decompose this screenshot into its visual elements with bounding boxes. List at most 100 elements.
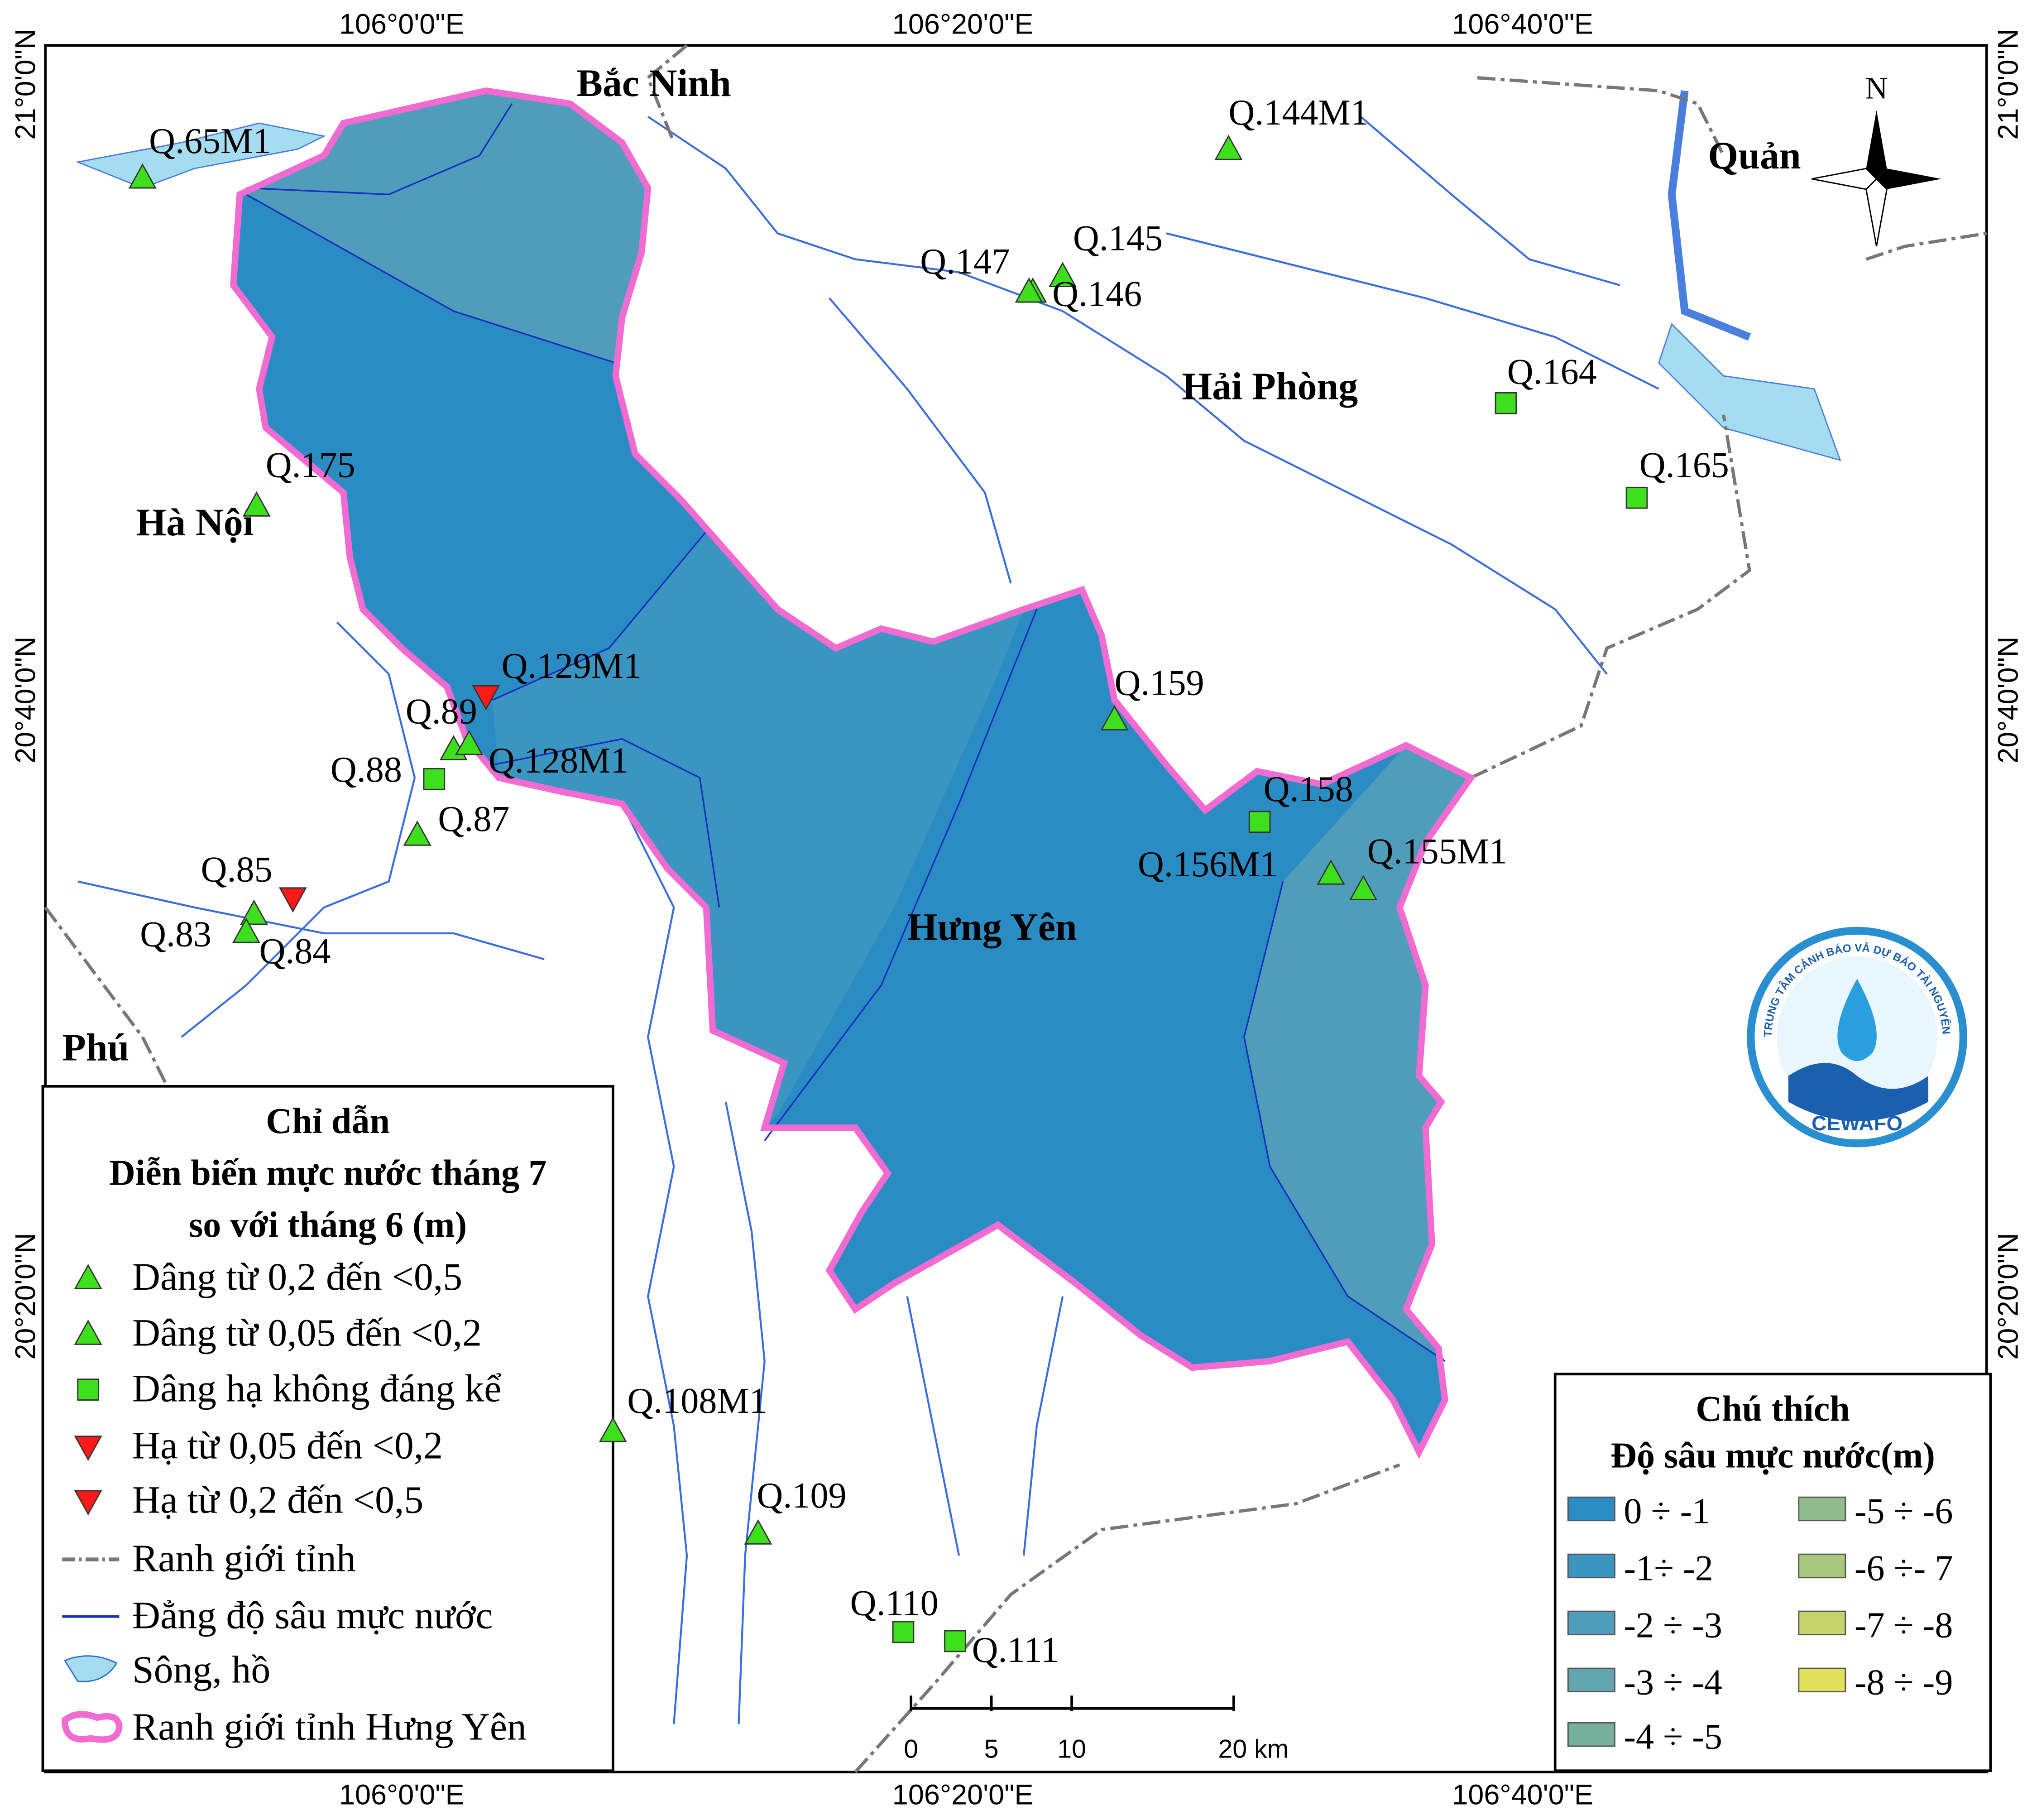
scale-label: 20 km <box>1218 1735 1289 1764</box>
station-symbol <box>1495 392 1517 414</box>
legend-symbol <box>63 1655 118 1682</box>
station-symbol <box>472 685 500 711</box>
legend-title: Chỉ dẫn <box>266 1101 390 1141</box>
station-symbol <box>455 730 484 755</box>
station-label: Q.88 <box>331 750 402 790</box>
legend-item: Đẳng độ sâu mực nước <box>132 1593 493 1637</box>
legend-symbol <box>74 1490 102 1516</box>
station-symbol <box>403 820 431 846</box>
legend-item: Hạ từ 0,05 đến <0,2 <box>132 1423 443 1467</box>
legend-swatch <box>1798 1553 1846 1579</box>
scale-label: 10 <box>1057 1735 1086 1764</box>
station-symbol <box>278 887 307 913</box>
legend-item: -6 ÷- 7 <box>1855 1548 1953 1588</box>
station-symbol <box>1214 134 1243 160</box>
legend-swatch <box>1798 1610 1846 1636</box>
logo <box>1747 927 1967 1148</box>
legend-symbol <box>74 1436 102 1461</box>
province-boundary <box>44 44 1987 1773</box>
graticule-label: 106°0'0"E <box>339 1779 465 1811</box>
map-frame <box>44 44 1988 1773</box>
place-label: Quản <box>1708 134 1801 177</box>
station-symbol <box>1015 277 1043 303</box>
station-symbol <box>128 163 157 189</box>
lake <box>1658 322 1841 461</box>
legend-item: -2 ÷ -3 <box>1624 1605 1722 1645</box>
legend-symbol <box>74 1263 102 1289</box>
station-label: Q.165 <box>1639 445 1729 485</box>
station-label: Q.164 <box>1507 352 1597 392</box>
depth-contours <box>245 103 1446 1362</box>
station-symbol <box>944 1630 966 1652</box>
station-label: Q.156M1 <box>1138 845 1278 884</box>
station-label: Q.109 <box>757 1476 847 1516</box>
station-label: Q.144M1 <box>1228 93 1368 133</box>
graticule-label: 106°20'0"E <box>892 8 1034 40</box>
station-symbol <box>1100 705 1129 731</box>
depth-zone <box>246 91 648 363</box>
legend-item: Sông, hồ <box>132 1648 270 1691</box>
graticule-label: 106°40'0"E <box>1452 1779 1593 1811</box>
scale-bar <box>910 1695 1235 1711</box>
scale-label: 5 <box>984 1735 999 1764</box>
legend-item: -4 ÷ -5 <box>1624 1717 1722 1757</box>
station-symbol <box>423 768 446 790</box>
legend-swatch <box>1567 1496 1615 1522</box>
station-symbol <box>744 1519 772 1545</box>
station-label: Q.87 <box>438 799 509 839</box>
legend-swatch <box>1567 1553 1615 1579</box>
legend-swatch <box>1567 1667 1615 1693</box>
river <box>1668 90 1751 341</box>
legend-symbol <box>74 1319 102 1345</box>
logo-name: CEWAFO <box>1812 1112 1903 1135</box>
graticule-label: 20°20'0"N <box>1993 1233 2024 1359</box>
legend-item: Dâng từ 0,05 đến <0,2 <box>132 1311 482 1354</box>
station-label: Q.111 <box>972 1630 1059 1670</box>
place-label: Hưng Yên <box>907 905 1077 948</box>
north-label: N <box>1865 71 1888 106</box>
station-symbol <box>1317 859 1345 885</box>
station-label: Q.158 <box>1264 769 1353 809</box>
station-symbol <box>892 1621 915 1643</box>
legend-item: -7 ÷ -8 <box>1855 1605 1953 1645</box>
station-label: Q.83 <box>140 915 211 955</box>
station-symbol <box>232 917 260 943</box>
hung-yen-boundary <box>230 87 1476 1460</box>
legend-swatch <box>1798 1496 1846 1522</box>
graticule-label: 20°40'0"N <box>10 637 41 764</box>
place-label: Hà Nội <box>136 500 254 544</box>
station-symbol <box>1048 262 1077 288</box>
graticule-label: 106°0'0"E <box>339 8 465 40</box>
legend-item: Dâng hạ không đáng kể <box>132 1366 501 1410</box>
graticule-label: 21°0'0"N <box>1993 29 2024 139</box>
scale-label: 0 <box>904 1735 918 1764</box>
place-label: Phú <box>62 1026 129 1069</box>
legend-item: Hạ từ 0,2 đến <0,5 <box>132 1478 423 1522</box>
station-label: Q.145 <box>1073 218 1163 258</box>
legend-symbol <box>61 1711 123 1743</box>
place-label: Bắc Ninh <box>577 61 731 105</box>
graticule-label: 106°40'0"E <box>1452 8 1593 40</box>
legend-item: Dâng từ 0,2 đến <0,5 <box>132 1255 462 1298</box>
depth-zone <box>1244 745 1471 1361</box>
legend-title: Diễn biến mực nước tháng 7 <box>109 1153 546 1193</box>
station-symbol <box>599 1417 627 1442</box>
station-label: Q.155M1 <box>1367 831 1507 871</box>
legend-item: -8 ÷ -9 <box>1855 1662 1953 1702</box>
graticule-label: 20°20'0"N <box>10 1233 41 1359</box>
rivers <box>77 115 1659 1724</box>
depth-legend-title: Độ sâu mực nước(m) <box>1610 1436 1935 1475</box>
station-symbol <box>242 491 271 517</box>
depth-legend-box <box>1553 1373 1992 1772</box>
legend-item: 0 ÷ -1 <box>1624 1491 1710 1531</box>
station-label: Q.65M1 <box>149 121 271 161</box>
graticule-label: 21°0'0"N <box>10 29 41 139</box>
depth-legend-title: Chú thích <box>1696 1389 1850 1429</box>
legend-item: -1÷ -2 <box>1624 1548 1713 1588</box>
station-label: Q.108M1 <box>627 1381 767 1421</box>
station-label: Q.175 <box>266 445 355 485</box>
station-symbol <box>1349 875 1378 901</box>
station-label: Q.129M1 <box>502 646 642 686</box>
